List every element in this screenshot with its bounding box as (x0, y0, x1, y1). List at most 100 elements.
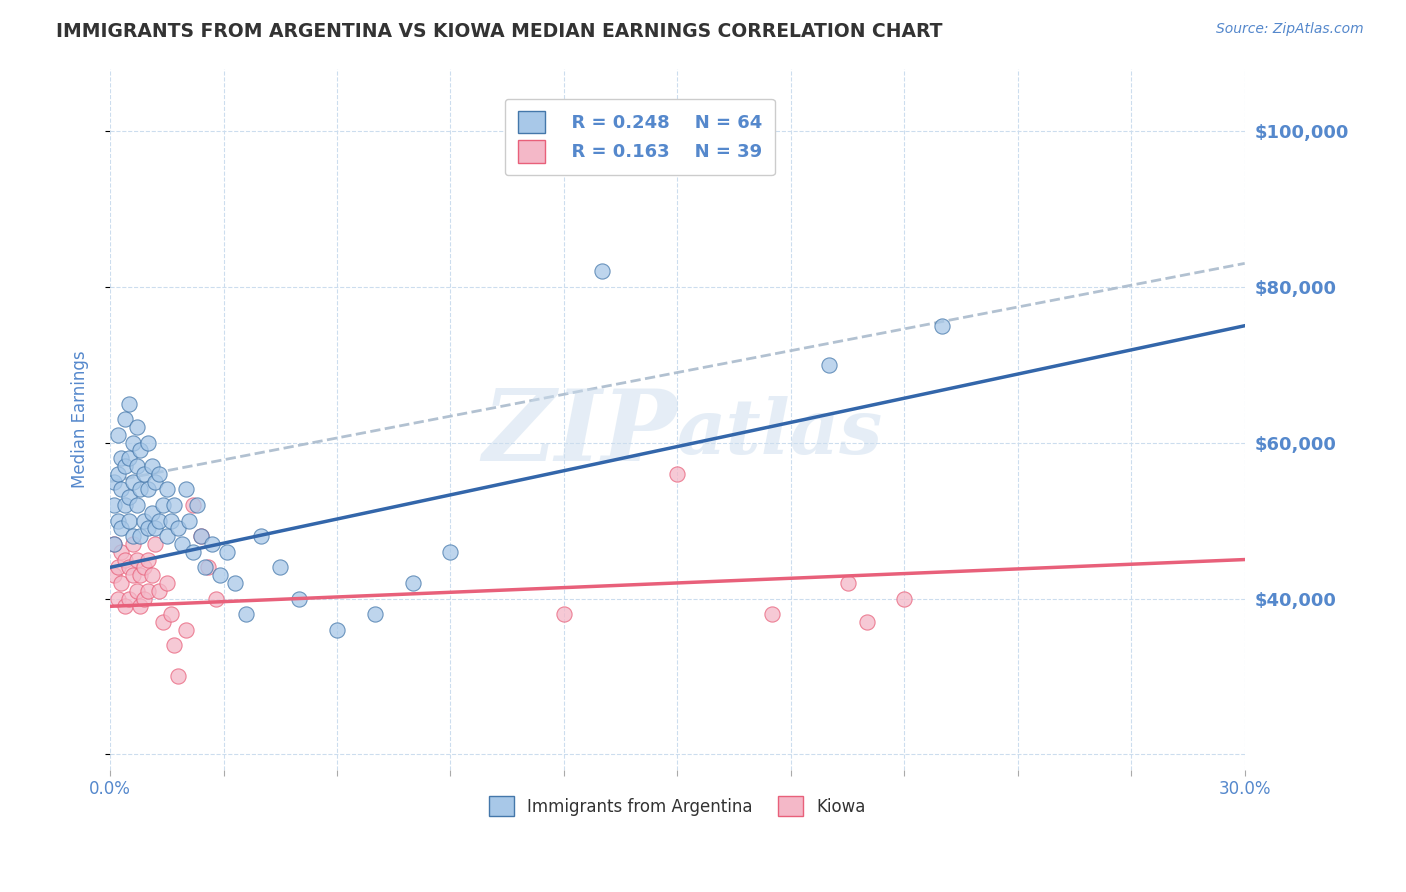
Point (141, 568, 163, 582)
Point (817, 358, 839, 372)
Point (110, 576, 132, 591)
Point (121, 537, 143, 551)
Point (103, 568, 125, 582)
Y-axis label: Median Earnings: Median Earnings (72, 351, 89, 488)
Point (107, 427, 129, 442)
Point (114, 458, 136, 473)
Point (110, 545, 132, 559)
Point (181, 498, 204, 512)
Point (136, 521, 159, 535)
Point (114, 599, 136, 614)
Text: ZIP: ZIP (482, 385, 678, 482)
Point (114, 498, 136, 512)
Point (179, 514, 201, 528)
Point (205, 591, 228, 606)
Point (132, 467, 155, 481)
Point (167, 521, 190, 535)
Point (121, 435, 143, 450)
Point (129, 529, 152, 543)
Point (156, 529, 179, 543)
Point (103, 475, 125, 489)
Point (190, 529, 212, 543)
Point (163, 638, 186, 652)
Point (136, 583, 159, 598)
Point (591, 264, 613, 278)
Point (129, 483, 152, 497)
Point (159, 607, 181, 621)
Point (190, 529, 212, 543)
Point (401, 576, 423, 591)
Point (107, 560, 129, 574)
Point (114, 412, 136, 426)
Point (103, 537, 125, 551)
Point (129, 443, 152, 458)
Point (666, 467, 689, 481)
Legend: Immigrants from Argentina, Kiowa: Immigrants from Argentina, Kiowa (481, 788, 875, 825)
Point (141, 458, 163, 473)
Point (931, 318, 953, 333)
Point (217, 545, 239, 559)
Point (364, 607, 387, 621)
Point (132, 560, 155, 574)
Point (156, 483, 179, 497)
Point (156, 576, 179, 591)
Point (118, 514, 141, 528)
Point (136, 483, 159, 497)
Point (152, 498, 174, 512)
Point (250, 529, 273, 543)
Point (110, 451, 132, 466)
Point (837, 576, 859, 591)
Point (163, 498, 186, 512)
Point (121, 529, 143, 543)
Point (121, 475, 143, 489)
Point (125, 583, 148, 598)
Point (186, 498, 208, 512)
Point (235, 607, 257, 621)
Point (761, 607, 783, 621)
Text: IMMIGRANTS FROM ARGENTINA VS KIOWA MEDIAN EARNINGS CORRELATION CHART: IMMIGRANTS FROM ARGENTINA VS KIOWA MEDIA… (56, 22, 943, 41)
Point (129, 568, 152, 582)
Point (893, 591, 915, 606)
Point (141, 506, 163, 520)
Point (170, 537, 193, 551)
Point (107, 467, 129, 481)
Point (118, 490, 141, 504)
Point (125, 552, 148, 566)
Point (125, 458, 148, 473)
Point (125, 498, 148, 512)
Point (103, 498, 125, 512)
Point (159, 514, 181, 528)
Point (197, 560, 219, 574)
Point (125, 420, 148, 434)
Point (167, 669, 190, 683)
Text: atlas: atlas (678, 396, 883, 470)
Point (152, 615, 174, 629)
Point (326, 623, 349, 637)
Point (145, 475, 167, 489)
Point (136, 435, 159, 450)
Point (224, 576, 246, 591)
Point (114, 552, 136, 566)
Point (129, 599, 152, 614)
Point (194, 560, 217, 574)
Point (110, 483, 132, 497)
Point (269, 560, 291, 574)
Point (110, 521, 132, 535)
Point (208, 568, 231, 582)
Point (145, 537, 167, 551)
Point (174, 483, 197, 497)
Point (181, 545, 204, 559)
Text: Source: ZipAtlas.com: Source: ZipAtlas.com (1216, 22, 1364, 37)
Point (132, 591, 155, 606)
Point (107, 514, 129, 528)
Point (118, 397, 141, 411)
Point (174, 623, 197, 637)
Point (148, 583, 170, 598)
Point (201, 537, 224, 551)
Point (103, 537, 125, 551)
Point (148, 467, 170, 481)
Point (118, 560, 141, 574)
Point (118, 591, 141, 606)
Point (107, 591, 129, 606)
Point (132, 514, 155, 528)
